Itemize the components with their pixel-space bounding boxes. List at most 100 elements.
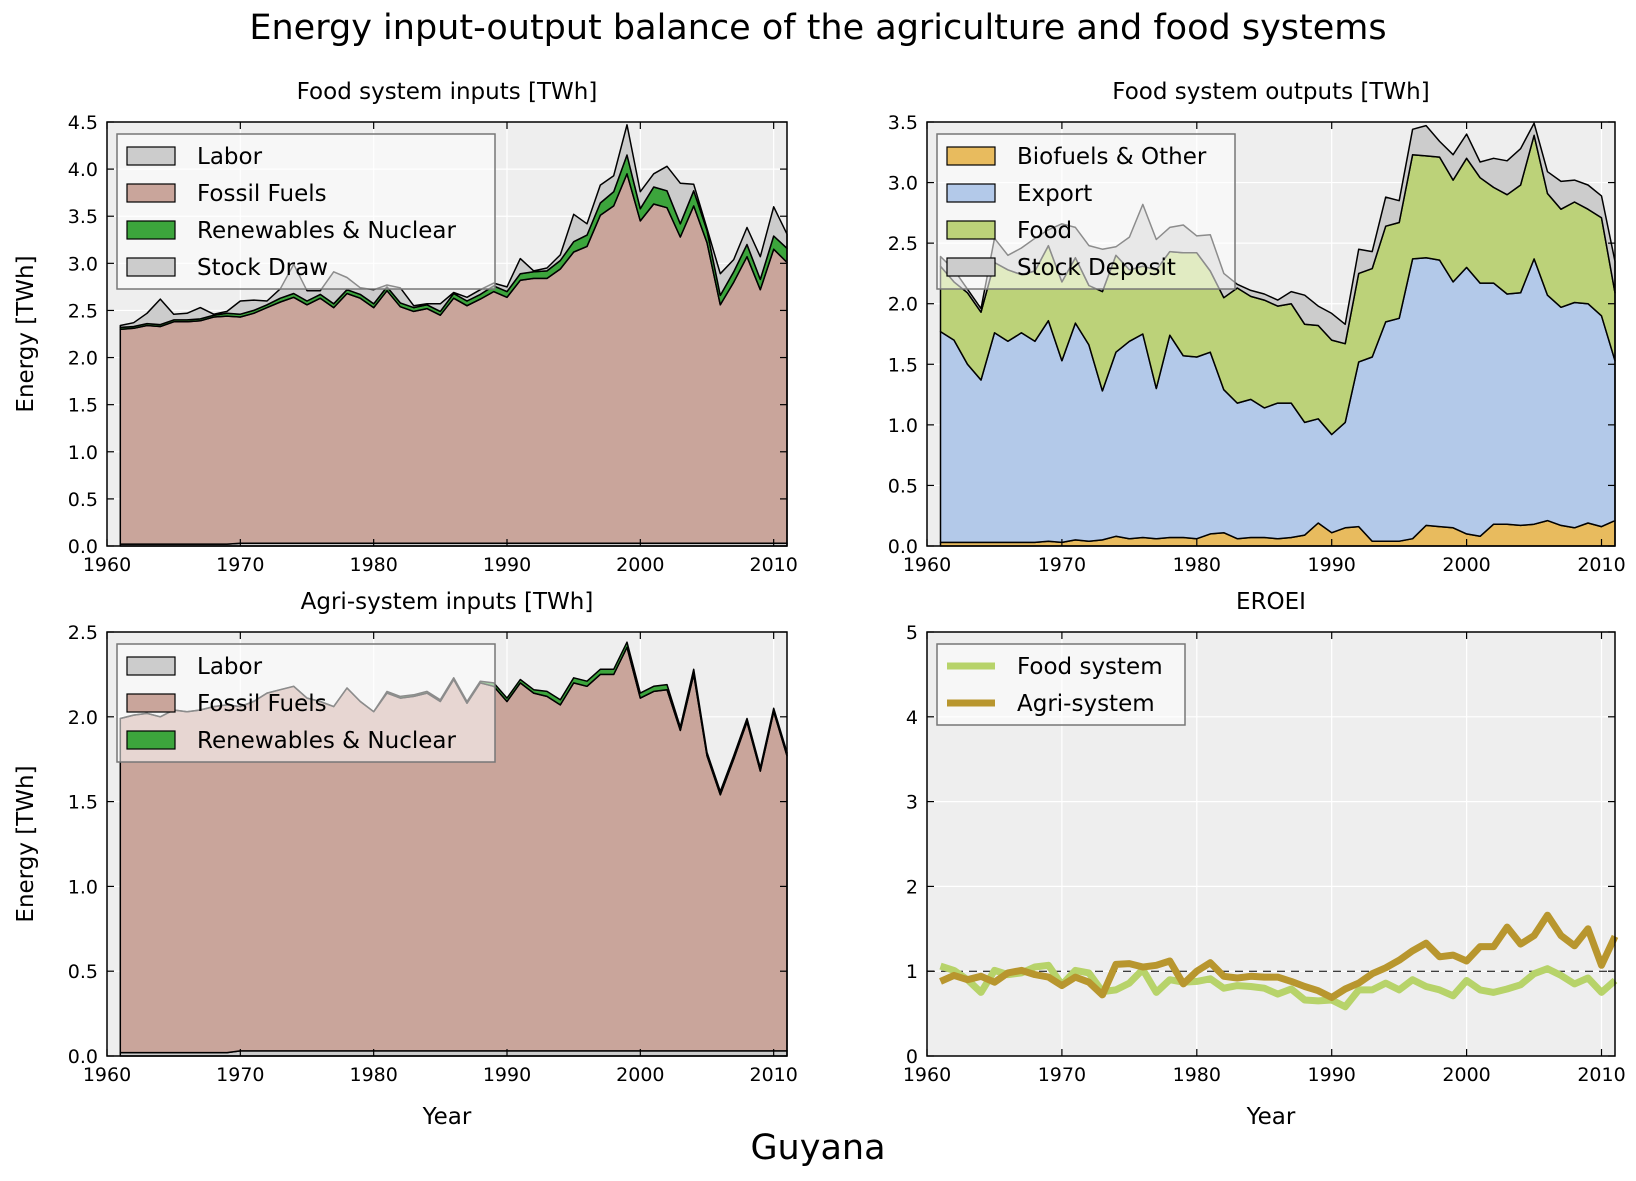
y-tick-label: 1 (906, 961, 918, 983)
x-tick-label: 1970 (1038, 554, 1086, 576)
x-tick-label: 1990 (1308, 1064, 1356, 1086)
legend-label: Renewables & Nuclear (197, 218, 456, 244)
legend-swatch (126, 257, 176, 277)
chart-panel-3: 1960 1970 1980 1990 2000 2010 0.0 0.5 1.0 1.5 2.0 2… (13, 589, 798, 1130)
legend-swatch (126, 146, 176, 166)
legend-label: Stock Deposit (1017, 255, 1176, 281)
legend: Labor Fossil Fuels Renewables & Nuclear (116, 643, 496, 763)
y-tick-label: 0.0 (68, 1046, 98, 1068)
y-tick-label: 1.5 (68, 792, 98, 814)
y-tick-label: 3 (906, 792, 918, 814)
legend-swatch (946, 257, 996, 277)
y-tick-label: 3.0 (68, 253, 98, 275)
main-title: Energy input-output balance of the agric… (249, 8, 1387, 48)
x-tick-label: 1980 (349, 554, 397, 576)
legend-swatch (946, 146, 996, 166)
x-tick-label: 1960 (83, 554, 131, 576)
y-tick-label: 4.5 (68, 112, 98, 134)
y-tick-label: 1.0 (68, 876, 98, 898)
y-tick-label: 2.0 (68, 707, 98, 729)
panel-title: EROEI (1236, 589, 1306, 615)
x-tick-label: 2000 (1442, 554, 1490, 576)
legend-label: Food (1017, 218, 1072, 244)
plot-frame (106, 631, 788, 1057)
chart-panel-4: 1960 1970 1980 1990 2000 2010 0 1 2 3 4 5 EROEI Year F… (903, 589, 1626, 1130)
legend-label: Labor (197, 654, 263, 680)
legend-label: Labor (197, 144, 263, 170)
x-tick-label: 1960 (903, 554, 951, 576)
x-axis-label: Year (422, 1104, 472, 1130)
panel-title: Food system inputs [TWh] (297, 79, 598, 105)
x-tick-label: 2000 (616, 554, 664, 576)
y-axis-label: Energy [TWh] (13, 255, 39, 412)
y-tick-label: 1.5 (68, 395, 98, 417)
y-tick-label: 0.0 (888, 536, 918, 558)
x-tick-label: 1960 (903, 1064, 951, 1086)
legend-swatch (126, 656, 176, 676)
x-tick-label: 1970 (216, 554, 264, 576)
chart-panel-1: 1960 1970 1980 1990 2000 2010 0.0 0.5 1.0 1.5 2.0 2… (13, 79, 798, 576)
y-tick-label: 2.0 (888, 294, 918, 316)
legend-label: Export (1017, 181, 1092, 207)
legend-label: Stock Draw (197, 255, 328, 281)
y-tick-label: 0.5 (888, 475, 918, 497)
x-tick-label: 2010 (1577, 1064, 1625, 1086)
x-tick-label: 1980 (349, 1064, 397, 1086)
x-tick-label: 1990 (483, 554, 531, 576)
legend: Labor Fossil Fuels Renewables & Nuclear Sto… (116, 133, 496, 290)
y-tick-label: 3.5 (68, 206, 98, 228)
legend-label: Agri-system (1017, 691, 1155, 717)
y-tick-label: 2.5 (68, 300, 98, 322)
panel-title: Agri-system inputs [TWh] (301, 589, 594, 615)
country-label: Guyana (750, 1128, 886, 1168)
legend-swatch (946, 183, 996, 203)
y-tick-label: 0 (906, 1046, 918, 1068)
x-tick-label: 1970 (1038, 1064, 1086, 1086)
y-tick-label: 2.5 (68, 622, 98, 644)
x-tick-label: 2010 (1577, 554, 1625, 576)
y-tick-label: 1.0 (68, 442, 98, 464)
legend-label: Food system (1017, 654, 1163, 680)
legend-swatch (126, 730, 176, 750)
legend-label: Renewables & Nuclear (197, 728, 456, 754)
legend-swatch (946, 220, 996, 240)
legend-swatch (126, 693, 176, 713)
x-tick-label: 1960 (83, 1064, 131, 1086)
y-tick-label: 4.0 (68, 159, 98, 181)
y-tick-label: 0.0 (68, 536, 98, 558)
y-tick-label: 1.0 (888, 415, 918, 437)
x-tick-label: 1980 (1173, 554, 1221, 576)
legend-label: Fossil Fuels (197, 181, 327, 207)
line-food-system (939, 961, 1618, 1011)
chart-panel-2: 1960 1970 1980 1990 2000 2010 0.0 0.5 1.0 1.5 2.0 2… (888, 79, 1626, 576)
legend: Food system Agri-system (936, 643, 1186, 726)
x-tick-label: 1980 (1173, 1064, 1221, 1086)
y-axis-label: Energy [TWh] (13, 765, 39, 922)
legend-label: Biofuels & Other (1017, 144, 1207, 170)
y-tick-label: 0.5 (68, 489, 98, 511)
x-tick-label: 1990 (1308, 554, 1356, 576)
legend-swatch (126, 220, 176, 240)
legend: Biofuels & Other Export Food Stock Deposit (936, 133, 1236, 290)
plot-frame (106, 121, 788, 547)
legend-swatch (126, 183, 176, 203)
legend-box (116, 133, 496, 290)
x-tick-label: 1970 (216, 1064, 264, 1086)
x-axis-label: Year (1246, 1104, 1296, 1130)
x-tick-label: 1990 (483, 1064, 531, 1086)
y-tick-label: 2.5 (888, 233, 918, 255)
y-tick-label: 0.5 (68, 961, 98, 983)
y-tick-label: 2.0 (68, 348, 98, 370)
y-tick-label: 4 (906, 707, 918, 729)
y-tick-label: 3.5 (888, 112, 918, 134)
y-tick-label: 3.0 (888, 173, 918, 195)
plot-frame (926, 121, 1616, 547)
x-tick-label: 2010 (749, 554, 797, 576)
panel-title: Food system outputs [TWh] (1112, 79, 1429, 105)
legend-box (116, 643, 496, 763)
legend-label: Fossil Fuels (197, 691, 327, 717)
x-tick-label: 2000 (616, 1064, 664, 1086)
plot-frame (926, 631, 1616, 1057)
line-agri-system (939, 911, 1619, 1001)
